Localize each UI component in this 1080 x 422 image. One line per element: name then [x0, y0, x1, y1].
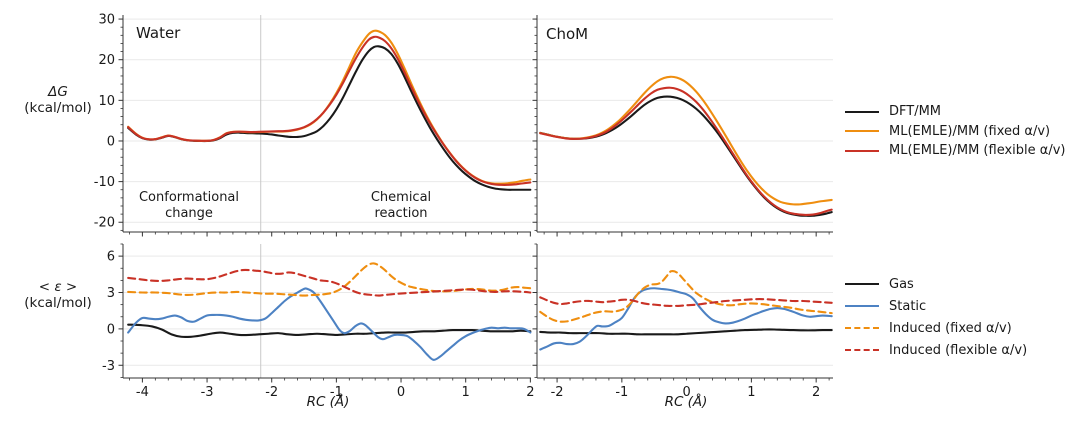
legend-item-induced-fixed: Induced (fixed α/v) — [845, 317, 1027, 339]
tick-label-x: -4 — [136, 385, 149, 400]
series-line-dft-mm — [539, 95, 833, 217]
legend-item-label: Induced (fixed α/v) — [889, 320, 1012, 336]
series-line-gas — [127, 323, 532, 339]
tick-label-x: -1 — [615, 385, 628, 400]
y-axis-label-eps-symbol: < ε > — [38, 279, 78, 295]
legend-item-label: Induced (flexible α/v) — [889, 342, 1028, 358]
tick-label-x: -2 — [551, 385, 564, 400]
legend-line-swatch — [845, 149, 879, 152]
tick-label-x: 2 — [812, 385, 820, 400]
legend-item-ml-fixed: ML(EMLE)/MM (fixed α/v) — [845, 122, 1065, 142]
tick-label-y: 6 — [107, 250, 115, 265]
annotation-chemical-reaction: Chemical reaction — [371, 190, 431, 222]
tick-label-x: -1 — [330, 385, 343, 400]
legend-line-swatch — [845, 130, 879, 133]
tick-label-y: 20 — [98, 53, 115, 68]
panel-title-chom: ChoM — [546, 25, 589, 43]
tick-label-y: 30 — [98, 13, 115, 28]
tick-label-y: -3 — [102, 359, 115, 374]
legend-item-gas: Gas — [845, 273, 1027, 295]
tick-label-x: 1 — [462, 385, 470, 400]
y-axis-label-dg: ΔG (kcal/mol) — [8, 84, 108, 116]
legend-line-swatch — [845, 327, 879, 329]
legend-line-swatch — [845, 110, 879, 113]
series-line-ml-emle-mm-flexible-v — [127, 35, 532, 186]
tick-label-y: 0 — [107, 322, 115, 337]
x-axis-label-right: RC (Å) — [664, 394, 708, 410]
y-axis-label-eps-units: (kcal/mol) — [24, 295, 92, 311]
tick-label-x: 2 — [526, 385, 534, 400]
annotation-conformational-change: Conformational change — [139, 190, 239, 222]
legend-line-swatch — [845, 305, 879, 307]
legend-item-label: DFT/MM — [889, 104, 942, 120]
y-axis-label-dg-symbol: ΔG — [48, 84, 68, 100]
annotation-line: reaction — [374, 206, 428, 221]
legend-line-swatch — [845, 349, 879, 351]
series-line-static — [539, 287, 833, 351]
legend-item-label: ML(EMLE)/MM (fixed α/v) — [889, 123, 1051, 139]
annotation-line: Chemical — [370, 190, 432, 205]
legend-line-swatch — [845, 283, 879, 285]
tick-label-y: 0 — [107, 134, 115, 149]
series-line-dft-mm — [127, 45, 532, 191]
series-line-ml-emle-mm-flexible-v — [539, 86, 833, 216]
tick-label-y: -10 — [94, 175, 115, 190]
legend-item-label: ML(EMLE)/MM (flexible α/v) — [889, 143, 1066, 159]
tick-label-y: 3 — [107, 286, 115, 301]
panel-title-water: Water — [136, 24, 181, 42]
legend-item-static: Static — [845, 295, 1027, 317]
tick-label-x: -2 — [265, 385, 278, 400]
y-axis-label-dg-units: (kcal/mol) — [24, 100, 92, 116]
tick-label-y: -20 — [94, 216, 115, 231]
tick-label-x: 1 — [747, 385, 755, 400]
tick-label-x: 0 — [682, 385, 690, 400]
series-line-induced-fixed-v — [539, 270, 833, 323]
series-line-gas — [539, 328, 833, 336]
legend-item-label: Gas — [889, 276, 914, 292]
annotation-line: change — [165, 206, 213, 221]
legend-item-label: Static — [889, 298, 927, 314]
legend-eps: Gas Static Induced (fixed α/v) Induced (… — [845, 273, 1027, 361]
series-line-induced-flexible-v — [539, 296, 833, 307]
x-axis-label-left: RC (Å) — [306, 394, 350, 410]
tick-label-x: -3 — [201, 385, 214, 400]
tick-label-y: 10 — [98, 94, 115, 109]
legend-item-induced-flexible: Induced (flexible α/v) — [845, 339, 1027, 361]
legend-item-dft-mm: DFT/MM — [845, 102, 1065, 122]
series-line-ml-emle-mm-fixed-v — [127, 29, 532, 185]
y-axis-label-eps: < ε > (kcal/mol) — [8, 279, 108, 311]
annotation-line: Conformational — [138, 190, 240, 205]
series-line-induced-flexible-v — [127, 268, 532, 297]
legend-item-ml-flexible: ML(EMLE)/MM (flexible α/v) — [845, 141, 1065, 161]
tick-label-x: 0 — [397, 385, 405, 400]
legend-dg: DFT/MM ML(EMLE)/MM (fixed α/v) ML(EMLE)/… — [845, 102, 1065, 161]
series-line-static — [127, 287, 532, 361]
